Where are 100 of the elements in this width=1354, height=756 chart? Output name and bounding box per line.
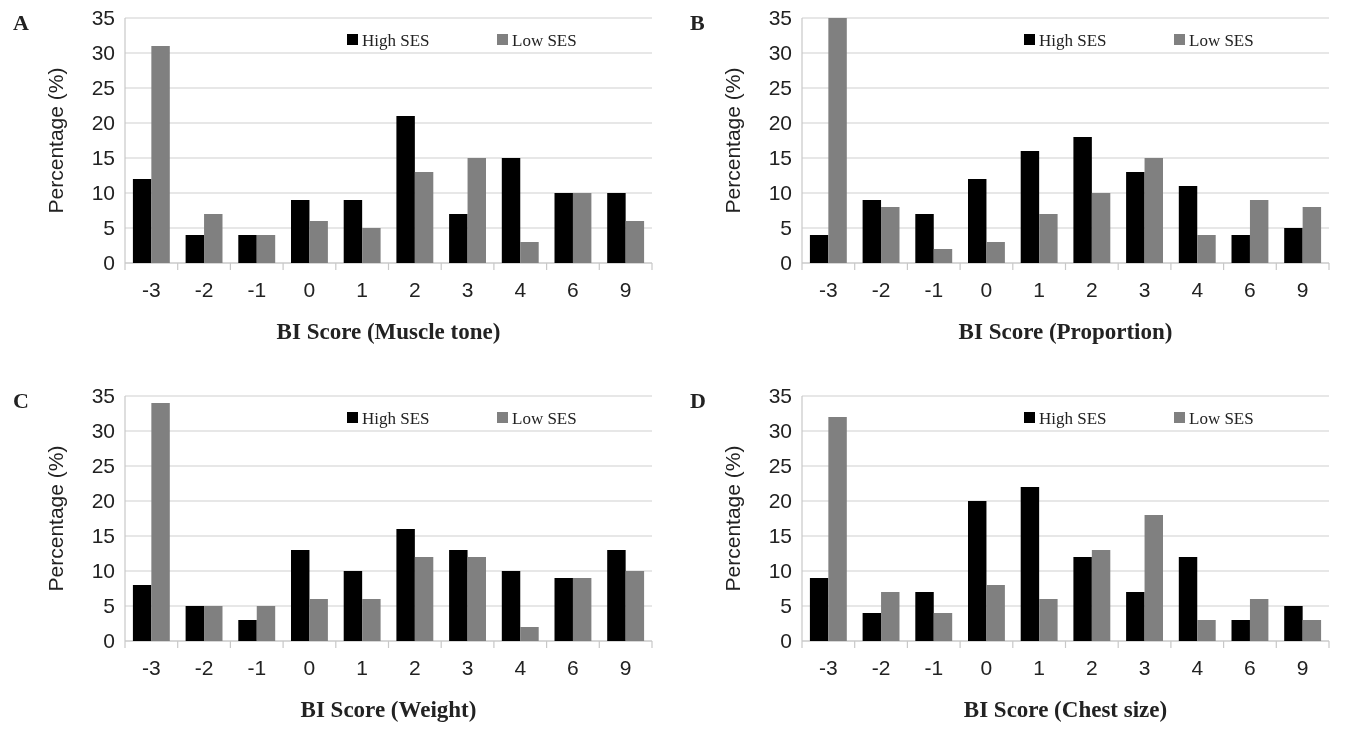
bar (986, 585, 1005, 641)
x-tick-label: 0 (303, 278, 316, 301)
x-tick-label: 1 (1033, 656, 1045, 679)
bar (1178, 557, 1198, 641)
x-tick-label: 9 (619, 278, 632, 301)
bar (132, 179, 152, 263)
x-tick-label: -3 (819, 656, 838, 679)
x-tick-label: 6 (567, 656, 579, 679)
y-tick-label: 10 (91, 181, 115, 205)
y-tick-label: 25 (91, 454, 115, 478)
x-tick-label: -3 (142, 656, 161, 679)
y-tick-label: 10 (768, 181, 792, 205)
bar (862, 200, 882, 263)
legend-label: Low SES (512, 30, 577, 50)
x-tick-label: -2 (194, 656, 214, 679)
bar (238, 620, 257, 641)
bar (256, 606, 276, 641)
bar (185, 606, 205, 641)
chart-title: B (690, 10, 705, 35)
bar (968, 179, 987, 263)
x-tick-label: 4 (514, 278, 527, 301)
bar (256, 235, 276, 263)
bar (1302, 620, 1322, 641)
y-tick-label: 5 (780, 594, 792, 618)
legend-label: Low SES (1189, 408, 1254, 428)
x-tick-label: 2 (1086, 278, 1098, 301)
y-tick-label: 35 (91, 6, 115, 30)
x-tick-label: -1 (924, 278, 944, 301)
bar (309, 221, 328, 263)
bar (1126, 592, 1145, 641)
y-tick-label: 15 (91, 146, 115, 170)
y-axis-title: Percentage (%) (44, 445, 67, 592)
bar (362, 228, 381, 263)
bar (238, 235, 257, 263)
bar (1231, 620, 1250, 641)
y-tick-label: 20 (768, 489, 792, 513)
bar (204, 214, 223, 263)
y-tick-label: 5 (103, 216, 115, 240)
y-tick-label: 25 (768, 454, 792, 478)
x-tick-label: 0 (303, 656, 316, 679)
bar (1249, 200, 1269, 263)
y-axis-title: Percentage (%) (721, 445, 744, 592)
bar (933, 249, 953, 263)
x-tick-label: 4 (514, 656, 527, 679)
x-tick-label: 2 (409, 278, 421, 301)
x-tick-label: 1 (356, 278, 368, 301)
bar (828, 417, 847, 641)
y-tick-label: 25 (768, 76, 792, 100)
bar (1284, 228, 1303, 263)
bar (607, 550, 626, 641)
y-tick-label: 0 (103, 629, 115, 653)
bar (1302, 207, 1322, 263)
x-tick-label: 9 (1296, 278, 1309, 301)
bar (309, 599, 328, 641)
x-tick-label: 0 (980, 278, 993, 301)
x-tick-label: 9 (619, 656, 632, 679)
y-tick-label: 15 (768, 146, 792, 170)
bar (1284, 606, 1303, 641)
bar (986, 242, 1005, 263)
x-tick-label: -2 (871, 656, 891, 679)
y-tick-label: 5 (780, 216, 792, 240)
y-axis-title: Percentage (%) (721, 67, 744, 214)
bar (467, 158, 486, 263)
x-tick-label: -1 (247, 656, 267, 679)
bar (396, 116, 415, 263)
x-axis-title: BI Score (Chest size) (963, 697, 1168, 722)
x-tick-label: 4 (1191, 656, 1204, 679)
x-axis-title: BI Score (Proportion) (958, 319, 1173, 344)
bar (501, 571, 521, 641)
y-tick-label: 15 (768, 524, 792, 548)
bar (343, 571, 363, 641)
x-tick-label: -1 (924, 656, 944, 679)
bar (1073, 137, 1092, 263)
bar (1144, 158, 1163, 263)
x-tick-label: -2 (194, 278, 214, 301)
x-tick-label: 3 (461, 278, 474, 301)
bar (554, 578, 573, 641)
x-axis-title: BI Score (Muscle tone) (276, 319, 501, 344)
bar (132, 585, 152, 641)
bar (185, 235, 205, 263)
y-axis-title: Percentage (%) (44, 67, 67, 214)
bar (520, 627, 539, 641)
legend-label: Low SES (1189, 30, 1254, 50)
bar (343, 200, 363, 263)
bar (362, 599, 381, 641)
bar (414, 172, 434, 263)
x-tick-label: 9 (1296, 656, 1309, 679)
bar (291, 550, 310, 641)
bar (1231, 235, 1250, 263)
bar (396, 529, 415, 641)
x-tick-label: 0 (980, 656, 993, 679)
bar (915, 592, 934, 641)
y-tick-label: 0 (780, 629, 792, 653)
x-axis-title: BI Score (Weight) (300, 697, 477, 722)
bar (809, 235, 829, 263)
y-tick-label: 30 (91, 41, 115, 65)
x-tick-label: 6 (1244, 656, 1256, 679)
bar (625, 571, 645, 641)
legend-label: High SES (362, 30, 430, 50)
bar (968, 501, 987, 641)
